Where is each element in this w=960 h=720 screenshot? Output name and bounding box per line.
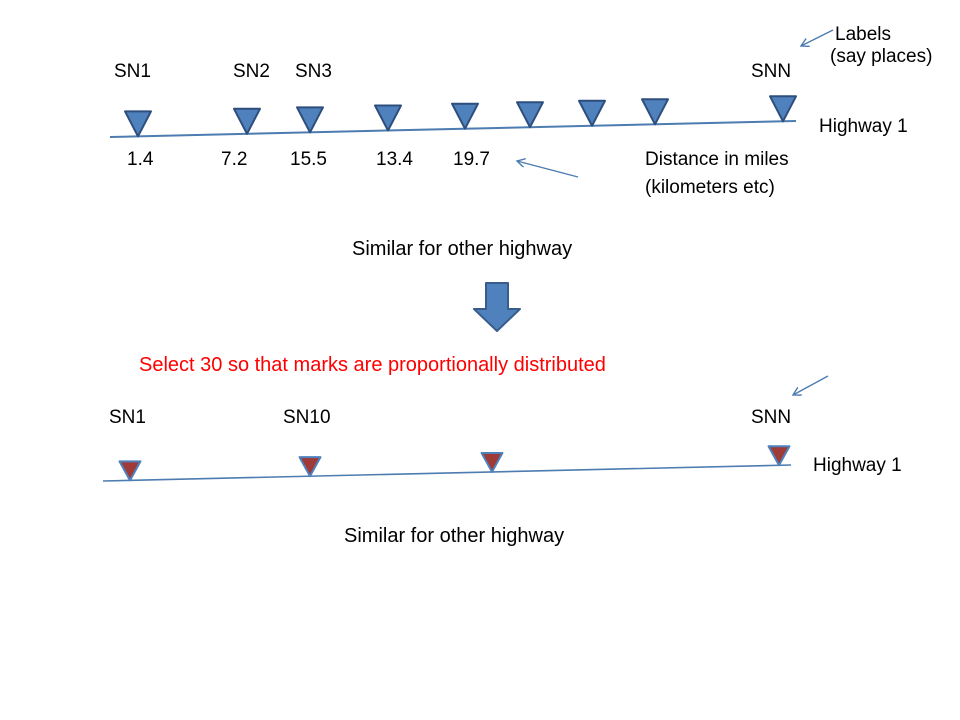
station-marker <box>480 451 504 473</box>
top-station-label-sn1: SN1 <box>114 61 151 82</box>
distance-annotation-arrow <box>517 161 579 178</box>
bottom-station-label-sn10: SN10 <box>283 407 331 428</box>
top-station-label-snn: SNN <box>751 61 792 82</box>
bottom-highway-markers <box>118 445 791 482</box>
station-marker <box>374 104 402 132</box>
distance-annotation-line2: (kilometers etc) <box>645 177 775 198</box>
bottom-annotation-arrow <box>793 375 829 395</box>
top-highway-markers <box>124 95 797 138</box>
station-marker <box>767 445 791 467</box>
bottom-station-label-snn: SNN <box>751 407 792 428</box>
station-marker <box>124 110 152 138</box>
select-instruction-text: Select 30 so that marks are proportional… <box>139 354 606 376</box>
top-highway-line <box>109 120 797 138</box>
similar-text-bottom: Similar for other highway <box>344 525 565 547</box>
labels-annotation-line2: (say places) <box>830 46 933 67</box>
station-marker <box>516 101 544 129</box>
distance-value-1: 1.4 <box>127 149 154 170</box>
labels-annotation-line1: Labels <box>835 24 891 45</box>
distance-value-5: 19.7 <box>453 149 490 170</box>
station-marker <box>296 106 324 134</box>
distance-value-3: 15.5 <box>290 149 327 170</box>
distance-value-4: 13.4 <box>376 149 413 170</box>
highway-label-bottom: Highway 1 <box>813 455 902 476</box>
distance-annotation-line1: Distance in miles <box>645 149 789 170</box>
station-marker <box>118 460 142 482</box>
highway-label-top: Highway 1 <box>819 116 908 137</box>
similar-text-top: Similar for other highway <box>352 238 573 260</box>
station-marker <box>233 107 261 135</box>
distance-value-2: 7.2 <box>221 149 248 170</box>
station-marker <box>298 456 322 478</box>
top-station-label-sn3: SN3 <box>295 61 332 82</box>
station-marker <box>641 98 669 126</box>
station-marker <box>451 102 479 130</box>
labels-annotation-arrow <box>801 29 834 46</box>
big-down-arrow <box>473 282 521 332</box>
station-marker <box>578 99 606 127</box>
bottom-station-label-sn1: SN1 <box>109 407 146 428</box>
bottom-highway-line <box>102 464 792 482</box>
station-marker <box>769 95 797 123</box>
top-station-label-sn2: SN2 <box>233 61 270 82</box>
